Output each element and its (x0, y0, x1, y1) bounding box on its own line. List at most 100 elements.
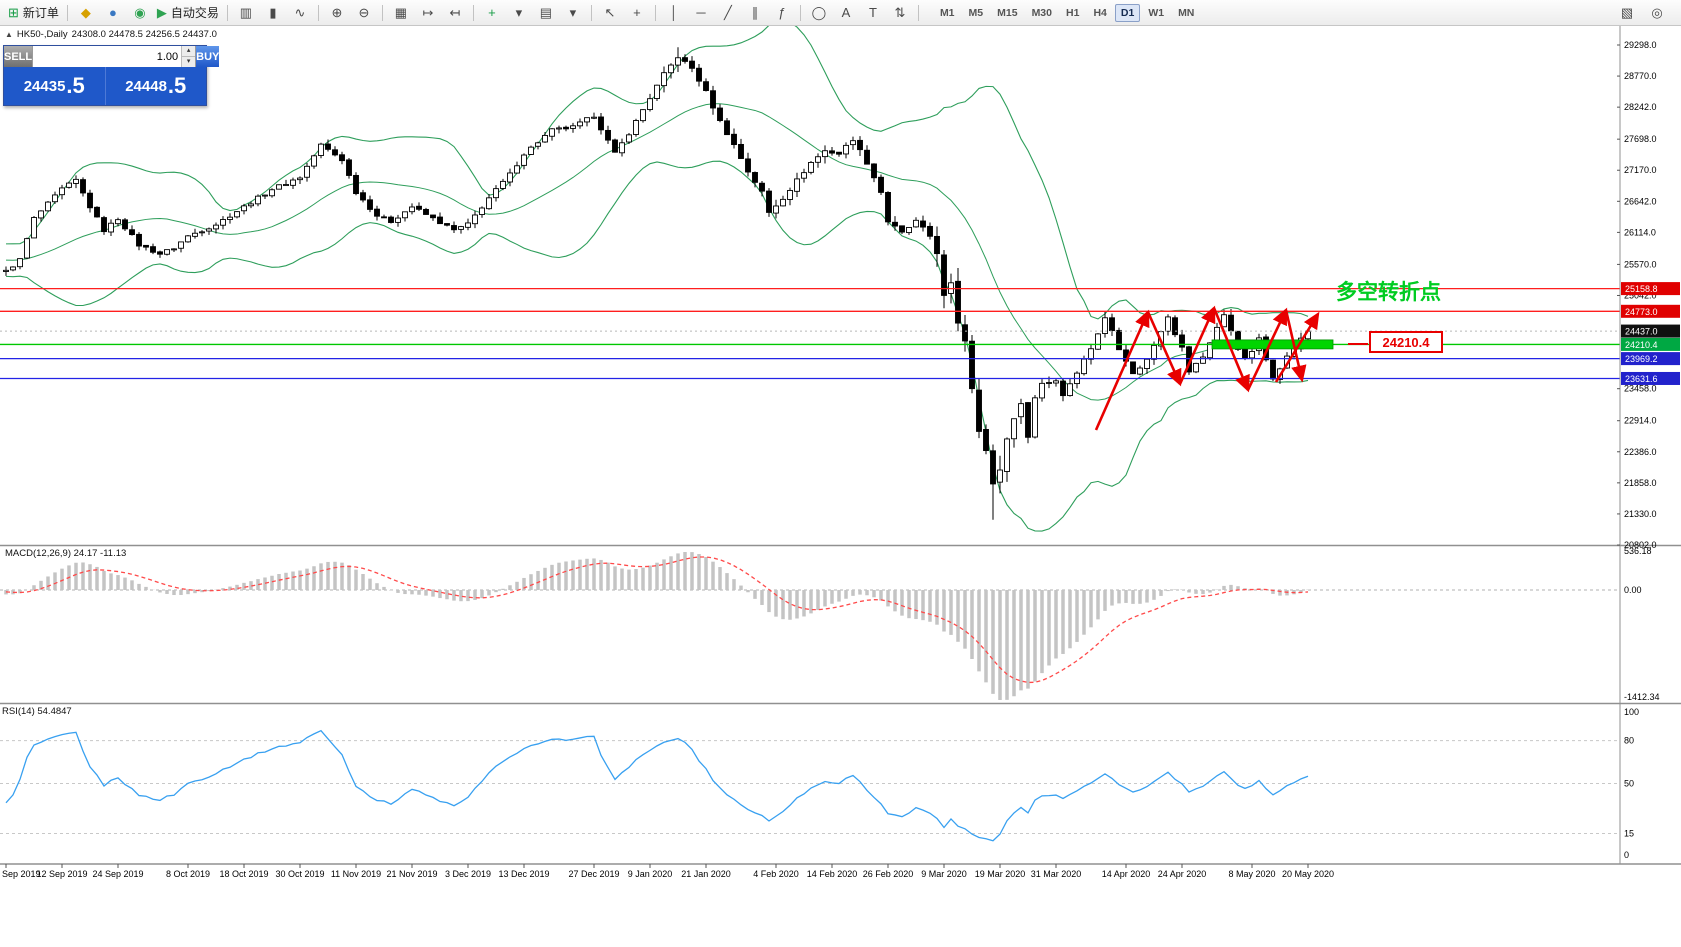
one-click-toggle-icon[interactable]: ▲ (5, 30, 13, 39)
svg-text:20 May 2020: 20 May 2020 (1282, 869, 1334, 879)
timeframe-button-H4[interactable]: H4 (1093, 6, 1107, 19)
shapes-icon-glyph: ◯ (811, 5, 827, 20)
mql-market-icon[interactable]: ◆ (73, 3, 99, 23)
timeframe-button-D1[interactable]: D1 (1114, 3, 1141, 22)
volume-down-button[interactable]: ▾ (182, 57, 196, 67)
svg-text:13 Dec 2019: 13 Dec 2019 (498, 869, 549, 879)
cursor-icon[interactable]: ↖ (597, 3, 623, 23)
svg-text:25158.8: 25158.8 (1625, 284, 1658, 294)
indicators-icon[interactable]: + (479, 3, 505, 23)
zoom-out-icon-glyph: ⊖ (358, 5, 370, 20)
volume-up-button[interactable]: ▴ (182, 46, 196, 57)
vertical-line-icon-glyph: │ (669, 5, 678, 20)
auto-scroll-icon[interactable]: ↦ (415, 3, 441, 23)
timeframe-button-M1[interactable]: M1 (939, 6, 955, 19)
crosshair-icon[interactable]: + (624, 3, 650, 23)
svg-text:31 Mar 2020: 31 Mar 2020 (1031, 869, 1082, 879)
sell-price-main: 24435 (23, 77, 66, 95)
turning-point-label[interactable]: 多空转折点 (1336, 280, 1441, 304)
buy-price-frac: .5 (167, 73, 187, 98)
buy-button[interactable]: BUY (196, 46, 220, 67)
autotrade-button-label: 自动交易 (170, 6, 219, 20)
line-chart-icon[interactable]: ∿ (287, 3, 313, 23)
timeframe-button-MN[interactable]: MN (1178, 6, 1195, 19)
bars-chart-icon[interactable]: ▥ (233, 3, 259, 23)
price-badge-23969.2 (1621, 352, 1680, 366)
arrows-icon[interactable]: ⇅ (887, 3, 913, 23)
indicators-dropdown-icon[interactable]: ▾ (506, 3, 532, 23)
trend-arrows[interactable] (1094, 305, 1368, 431)
toolbar-separator (381, 4, 383, 21)
svg-text:21 Jan 2020: 21 Jan 2020 (681, 869, 731, 879)
cursor-icon-glyph: ↖ (604, 5, 616, 20)
channel-icon-glyph: ∥ (751, 5, 759, 20)
svg-text:0.00: 0.00 (1624, 585, 1642, 595)
svg-text:100: 100 (1624, 707, 1639, 717)
trendline-icon[interactable]: ╱ (715, 3, 741, 23)
fibonacci-icon[interactable]: ƒ (769, 3, 795, 23)
toolbar-separator (226, 4, 228, 21)
svg-text:21858.0: 21858.0 (1624, 478, 1657, 488)
line-chart-icon-glyph: ∿ (294, 5, 306, 20)
zoom-out-icon[interactable]: ⊖ (351, 3, 377, 23)
svg-text:0: 0 (1624, 850, 1629, 860)
chart-shift-icon-glyph: ↤ (449, 5, 461, 20)
svg-text:19 Mar 2020: 19 Mar 2020 (975, 869, 1026, 879)
candles-chart-icon[interactable]: ▮ (260, 3, 286, 23)
svg-text:26642.0: 26642.0 (1624, 196, 1657, 206)
toolbar-separator (799, 4, 801, 21)
svg-text:3 Dec 2019: 3 Dec 2019 (445, 869, 491, 879)
chart-shift-icon[interactable]: ↤ (442, 3, 468, 23)
autotrade-button[interactable]: ▶ 自动交易 (154, 3, 222, 23)
svg-text:26 Feb 2020: 26 Feb 2020 (863, 869, 914, 879)
svg-text:11 Nov 2019: 11 Nov 2019 (331, 869, 381, 879)
timeframe-button-M30[interactable]: M30 (1031, 6, 1052, 19)
sell-button[interactable]: SELL (4, 46, 33, 67)
buy-price[interactable]: 24448.5 (106, 67, 207, 105)
svg-text:23969.2: 23969.2 (1625, 354, 1658, 364)
price-badge-24773.0 (1621, 304, 1680, 318)
toolbar-separator (654, 4, 656, 21)
svg-text:24437.0: 24437.0 (1625, 327, 1658, 337)
templates-icon[interactable]: ▤ (533, 3, 559, 23)
timeframe-button-M15[interactable]: M15 (997, 6, 1018, 19)
svg-text:9 Jan 2020: 9 Jan 2020 (628, 869, 673, 879)
svg-text:50: 50 (1624, 779, 1634, 789)
text-icon-glyph: A (841, 5, 851, 20)
timeframe-button-M5[interactable]: M5 (968, 6, 984, 19)
svg-text:25042.0: 25042.0 (1624, 290, 1657, 300)
tile-windows-icon-glyph: ▦ (394, 5, 408, 20)
chart-window-icon[interactable]: ▧ (1614, 3, 1640, 23)
svg-text:23458.0: 23458.0 (1624, 384, 1657, 394)
new-order-button[interactable]: ⊞ 新订单 (5, 3, 62, 23)
search-icon[interactable]: ◎ (1644, 3, 1670, 23)
svg-text:12 Sep 2019: 12 Sep 2019 (36, 869, 87, 879)
toolbar-separator (66, 4, 68, 21)
chart-info: ▲ HK50-,Daily 24308.0 24478.5 24256.5 2443… (5, 29, 221, 40)
tile-windows-icon[interactable]: ▦ (388, 3, 414, 23)
svg-text:27 Dec 2019: 27 Dec 2019 (568, 869, 619, 879)
volume-input[interactable] (33, 46, 182, 67)
horizontal-line-icon[interactable]: ─ (688, 3, 714, 23)
refresh-icon[interactable]: ◉ (127, 3, 153, 23)
indicators-icon-glyph: + (488, 5, 496, 20)
templates-dropdown-icon[interactable]: ▾ (560, 3, 586, 23)
text-icon[interactable]: A (833, 3, 859, 23)
zoom-in-icon[interactable]: ⊕ (324, 3, 350, 23)
channel-icon[interactable]: ∥ (742, 3, 768, 23)
svg-text:24 Apr 2020: 24 Apr 2020 (1158, 869, 1207, 879)
community-icon[interactable]: ● (100, 3, 126, 23)
timeframe-button-W1[interactable]: W1 (1148, 6, 1165, 19)
timeframe-button-H1[interactable]: H1 (1066, 6, 1080, 19)
sell-price[interactable]: 24435.5 (4, 67, 106, 105)
shapes-icon[interactable]: ◯ (806, 3, 832, 23)
label-icon[interactable]: T (860, 3, 886, 23)
price-flag[interactable]: 24210.4 (1369, 331, 1443, 353)
vertical-line-icon[interactable]: │ (661, 3, 687, 23)
svg-text:24773.0: 24773.0 (1625, 307, 1658, 317)
auto-scroll-icon-glyph: ↦ (422, 5, 434, 20)
svg-text:26114.0: 26114.0 (1624, 227, 1656, 237)
svg-text:9 Mar 2020: 9 Mar 2020 (921, 869, 967, 879)
svg-text:Sep 2019: Sep 2019 (2, 869, 41, 879)
